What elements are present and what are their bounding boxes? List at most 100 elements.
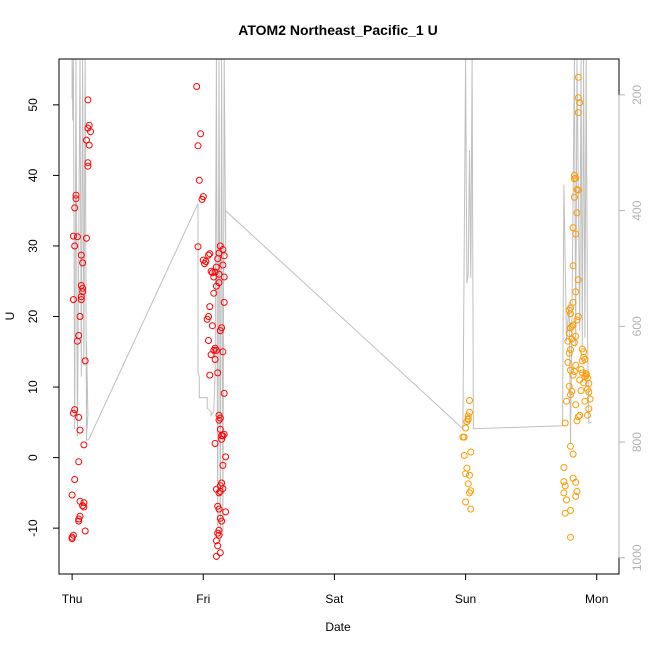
scatter-point-red	[222, 508, 230, 516]
scatter-point-red	[214, 542, 222, 550]
scatter-point-orange	[581, 373, 589, 380]
scatter-point-red	[212, 263, 220, 271]
scatter-point-red	[79, 502, 87, 510]
scatter-point-orange	[560, 464, 568, 471]
scatter-point-red	[220, 389, 228, 397]
scatter-point-red	[207, 267, 215, 275]
scatter-point-orange	[574, 313, 582, 320]
scatter-point-red	[77, 251, 85, 259]
scatter-point-red	[77, 296, 85, 304]
scatter-point-red	[80, 503, 88, 511]
scatter-point-red	[83, 136, 90, 144]
scatter-point-orange	[561, 482, 569, 490]
scatter-point-orange	[572, 174, 580, 182]
scatter-point-orange	[574, 413, 582, 421]
scatter-point-red	[76, 313, 84, 320]
scatter-point-red	[218, 517, 226, 525]
scatter-point-red	[71, 204, 79, 212]
scatter-point-red	[73, 233, 81, 241]
scatter-point-red	[195, 176, 203, 184]
scatter-point-red	[77, 293, 85, 301]
scatter-point-orange	[460, 452, 468, 459]
scatter-point-orange	[572, 361, 580, 369]
scatter-point-orange	[569, 450, 577, 458]
scatter-point-orange	[574, 109, 582, 117]
scatter-point-orange	[563, 397, 570, 405]
scatter-point-orange	[580, 379, 588, 387]
scatter-point-red	[84, 96, 92, 104]
scatter-point-red	[85, 121, 93, 129]
scatter-point-red	[68, 491, 76, 499]
scatter-point-red	[69, 409, 77, 417]
scatter-point-orange	[467, 448, 475, 456]
scatter-point-red	[71, 476, 79, 483]
scatter-point-orange	[574, 73, 582, 81]
scatter-point-orange	[561, 419, 569, 427]
scatter-point-red	[69, 232, 77, 240]
y2-tick-label: 600	[630, 316, 644, 336]
y-tick-label: 0	[26, 454, 40, 461]
scatter-point-orange	[567, 304, 574, 312]
points-layer	[68, 73, 594, 560]
scatter-point-red	[206, 250, 214, 258]
scatter-point-red	[197, 130, 205, 138]
scatter-point-red	[194, 243, 202, 251]
scatter-point-red	[202, 258, 210, 265]
y2-tick-label: 1000	[630, 544, 644, 571]
chart-title: ATOM2 Northeast_Pacific_1 U	[238, 22, 437, 38]
scatter-point-orange	[581, 397, 589, 405]
scatter-point-red	[79, 288, 87, 296]
y-axis-label: U	[3, 312, 17, 321]
scatter-point-orange	[567, 533, 574, 541]
scatter-point-orange	[464, 412, 472, 420]
scatter-point-orange	[584, 385, 591, 393]
y-tick-label: 20	[26, 310, 40, 324]
scatter-point-orange	[560, 478, 568, 486]
scatter-point-orange	[572, 288, 580, 296]
scatter-point-orange	[584, 411, 591, 419]
scatter-point-red	[219, 461, 227, 469]
scatter-point-orange	[577, 387, 585, 395]
scatter-point-red	[205, 337, 212, 344]
scatter-point-red	[76, 512, 84, 520]
scatter-point-red	[68, 533, 76, 541]
scatter-point-orange	[574, 186, 582, 194]
scatter-point-red	[193, 83, 201, 90]
scatter-point-orange	[567, 507, 574, 514]
scatter-point-orange	[466, 408, 473, 416]
scatter-point-red	[75, 413, 83, 421]
scatter-point-red	[80, 441, 88, 449]
scatter-point-red	[206, 303, 214, 311]
scatter-point-orange	[466, 471, 473, 479]
scatter-point-red	[81, 527, 89, 535]
scatter-point-orange	[568, 387, 576, 395]
scatter-point-red	[211, 268, 219, 276]
scatter-point-orange	[573, 488, 581, 495]
scatter-point-orange	[567, 442, 574, 450]
scatter-point-orange	[572, 332, 580, 340]
y-tick-label: 40	[26, 168, 40, 182]
scatter-point-orange	[567, 346, 574, 354]
scatter-point-red	[216, 425, 224, 433]
scatter-point-red	[211, 440, 219, 447]
y-axis: -10 0 10 20 30 40 50	[26, 98, 60, 537]
y2-tick-label: 400	[630, 200, 644, 220]
scatter-point-red	[75, 332, 83, 339]
scatter-point-orange	[573, 417, 581, 425]
scatter-point-red	[212, 537, 220, 545]
scatter-point-red	[81, 357, 89, 365]
scatter-point-orange	[572, 230, 580, 238]
y-tick-label: 50	[26, 98, 40, 112]
scatter-point-red	[208, 322, 216, 330]
scatter-point-red	[205, 251, 212, 259]
scatter-point-orange	[580, 348, 588, 356]
scatter-point-red	[215, 249, 223, 257]
scatter-point-orange	[572, 492, 580, 500]
scatter-point-red	[215, 531, 223, 539]
scatter-point-orange	[573, 209, 581, 217]
scatter-point-red	[215, 489, 223, 497]
scatter-point-red	[219, 432, 227, 440]
x-axis-label: Date	[325, 620, 351, 634]
scatter-point-orange	[462, 470, 470, 478]
